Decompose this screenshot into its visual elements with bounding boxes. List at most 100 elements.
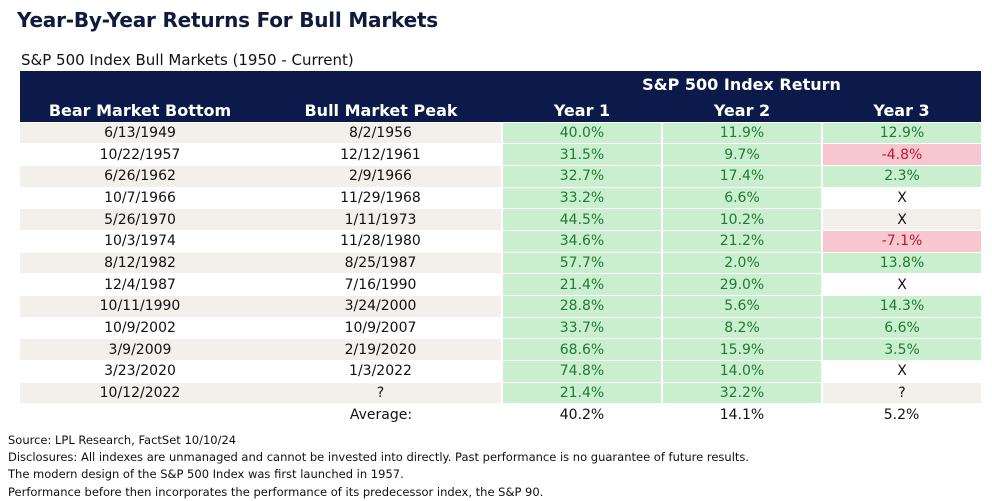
table-row: 12/4/1987 7/16/1990 21.4% 29.0% X: [20, 273, 982, 296]
column-header-bottom: Bear Market Bottom: [20, 97, 260, 122]
cell-year2-return: 6.6%: [661, 186, 822, 209]
group-header: S&P 500 Index Return: [502, 71, 982, 97]
cell-bear-bottom: 3/9/2009: [20, 338, 260, 361]
cell-bear-bottom: 10/12/2022: [20, 381, 260, 404]
returns-table: S&P 500 Index Return Bear Market Bottom …: [20, 71, 982, 426]
cell-year3-return: 14.3%: [820, 295, 982, 318]
column-header-year1: Year 1: [502, 97, 662, 122]
cell-bull-peak: 8/2/1956: [260, 121, 502, 144]
table-row: 3/23/2020 1/3/2022 74.8% 14.0% X: [20, 360, 982, 383]
footer-disclosure: Disclosures: All indexes are unmanaged a…: [8, 450, 750, 465]
footer-notes: Source: LPL Research, FactSet 10/10/24 D…: [8, 432, 749, 501]
cell-bull-peak: 3/24/2000: [260, 295, 502, 318]
cell-bear-bottom: 3/23/2020: [20, 360, 260, 383]
cell-bull-peak: 11/29/1968: [260, 186, 502, 209]
cell-year3-return: X: [820, 208, 982, 231]
cell-bull-peak: 1/11/1973: [260, 208, 502, 231]
cell-year3-return: 13.8%: [820, 251, 982, 274]
average-row: Average: 40.2% 14.1% 5.2%: [20, 403, 982, 426]
cell-year1-return: 44.5%: [501, 208, 662, 231]
table-row: 6/26/1962 2/9/1966 32.7% 17.4% 2.3%: [20, 164, 982, 188]
table-body: 6/13/1949 8/2/1956 40.0% 11.9% 12.9% 10/22/19…: [20, 121, 982, 426]
footer-note-predecessor: Performance before then incorporates the…: [8, 484, 544, 499]
cell-bull-peak: 7/16/1990: [260, 273, 502, 296]
cell-bear-bottom: 10/22/1957: [20, 143, 260, 166]
cell-year3-return: X: [820, 186, 982, 209]
cell-bull-peak: 11/28/1980: [260, 229, 502, 253]
cell-bull-peak: 12/12/1961: [260, 143, 502, 166]
table-row: 10/22/1957 12/12/1961 31.5% 9.7% -4.8%: [20, 143, 982, 166]
cell-year1-return: 21.4%: [501, 273, 662, 296]
chart-subtitle: S&P 500 Index Bull Markets (1950 - Curre…: [21, 51, 354, 69]
cell-year3-return: -7.1%: [820, 229, 982, 253]
table-row: 10/11/1990 3/24/2000 28.8% 5.6% 14.3%: [20, 295, 982, 318]
cell-year3-return: ?: [820, 381, 982, 404]
average-year1: 40.2%: [502, 403, 662, 426]
cell-year2-return: 32.2%: [661, 381, 822, 404]
cell-year1-return: 68.6%: [501, 338, 662, 361]
chart-title: Year-By-Year Returns For Bull Markets: [17, 8, 439, 32]
cell-year2-return: 21.2%: [661, 229, 822, 253]
cell-year2-return: 10.2%: [661, 208, 822, 231]
cell-year2-return: 14.0%: [661, 360, 822, 383]
cell-year1-return: 21.4%: [501, 381, 662, 404]
cell-year3-return: 2.3%: [820, 164, 982, 188]
table-row: 10/9/2002 10/9/2007 33.7% 8.2% 6.6%: [20, 316, 982, 339]
cell-year1-return: 57.7%: [501, 251, 662, 274]
cell-bull-peak: ?: [260, 381, 502, 404]
cell-bull-peak: 1/3/2022: [260, 360, 502, 383]
cell-bear-bottom: 6/26/1962: [20, 164, 260, 188]
header-spacer: [260, 71, 502, 97]
cell-year3-return: 6.6%: [820, 316, 982, 339]
cell-bear-bottom: 12/4/1987: [20, 273, 260, 296]
table-row: 6/13/1949 8/2/1956 40.0% 11.9% 12.9%: [20, 121, 982, 144]
table-row: 5/26/1970 1/11/1973 44.5% 10.2% X: [20, 208, 982, 231]
cell-year1-return: 32.7%: [501, 164, 662, 188]
cell-year2-return: 8.2%: [661, 316, 822, 339]
cell-year2-return: 9.7%: [661, 143, 822, 166]
cell-year1-return: 74.8%: [501, 360, 662, 383]
footer-source: Source: LPL Research, FactSet 10/10/24: [8, 433, 237, 447]
table-row: 3/9/2009 2/19/2020 68.6% 15.9% 3.5%: [20, 338, 982, 361]
cell-year3-return: 3.5%: [820, 338, 982, 361]
cell-bear-bottom: 8/12/1982: [20, 251, 260, 274]
cell-year2-return: 29.0%: [661, 273, 822, 296]
returns-table-container: S&P 500 Index Return Bear Market Bottom …: [20, 71, 982, 426]
cell-year3-return: X: [820, 360, 982, 383]
table-row: 10/3/1974 11/28/1980 34.6% 21.2% -7.1%: [20, 229, 982, 253]
cell-year1-return: 33.7%: [501, 316, 662, 339]
column-header-year2: Year 2: [662, 97, 822, 122]
header-spacer: [20, 71, 260, 97]
average-year2: 14.1%: [662, 403, 822, 426]
cell-bear-bottom: 10/3/1974: [20, 229, 260, 253]
cell-bear-bottom: 10/9/2002: [20, 316, 260, 339]
cell-year2-return: 2.0%: [661, 251, 822, 274]
cell-bull-peak: 2/19/2020: [260, 338, 502, 361]
table-row: 10/12/2022? 21.4% 32.2%?: [20, 381, 982, 404]
column-header-peak: Bull Market Peak: [260, 97, 502, 122]
cell-year2-return: 5.6%: [661, 295, 822, 318]
average-label: Average:: [260, 403, 502, 426]
column-header-year3: Year 3: [822, 97, 982, 122]
cell-year1-return: 31.5%: [501, 143, 662, 166]
table-row: 8/12/1982 8/25/1987 57.7% 2.0% 13.8%: [20, 251, 982, 274]
cell-year1-return: 40.0%: [501, 121, 662, 144]
cell-bear-bottom: 6/13/1949: [20, 121, 260, 144]
cell-year1-return: 28.8%: [501, 295, 662, 318]
table-row: 10/7/1966 11/29/1968 33.2% 6.6% X: [20, 186, 982, 209]
cell-bull-peak: 2/9/1966: [260, 164, 502, 188]
cell-year3-return: 12.9%: [820, 121, 982, 144]
cell-year2-return: 17.4%: [661, 164, 822, 188]
cell-year1-return: 33.2%: [501, 186, 662, 209]
average-year3: 5.2%: [822, 403, 982, 426]
cell-year3-return: X: [820, 273, 982, 296]
cell-bear-bottom: 10/11/1990: [20, 295, 260, 318]
average-spacer: [20, 403, 260, 426]
cell-bear-bottom: 5/26/1970: [20, 208, 260, 231]
cell-year2-return: 11.9%: [661, 121, 822, 144]
cell-bear-bottom: 10/7/1966: [20, 186, 260, 209]
cell-year2-return: 15.9%: [661, 338, 822, 361]
cell-bull-peak: 8/25/1987: [260, 251, 502, 274]
cell-year3-return: -4.8%: [820, 143, 982, 166]
footer-note-design: The modern design of the S&P 500 Index w…: [8, 467, 404, 482]
